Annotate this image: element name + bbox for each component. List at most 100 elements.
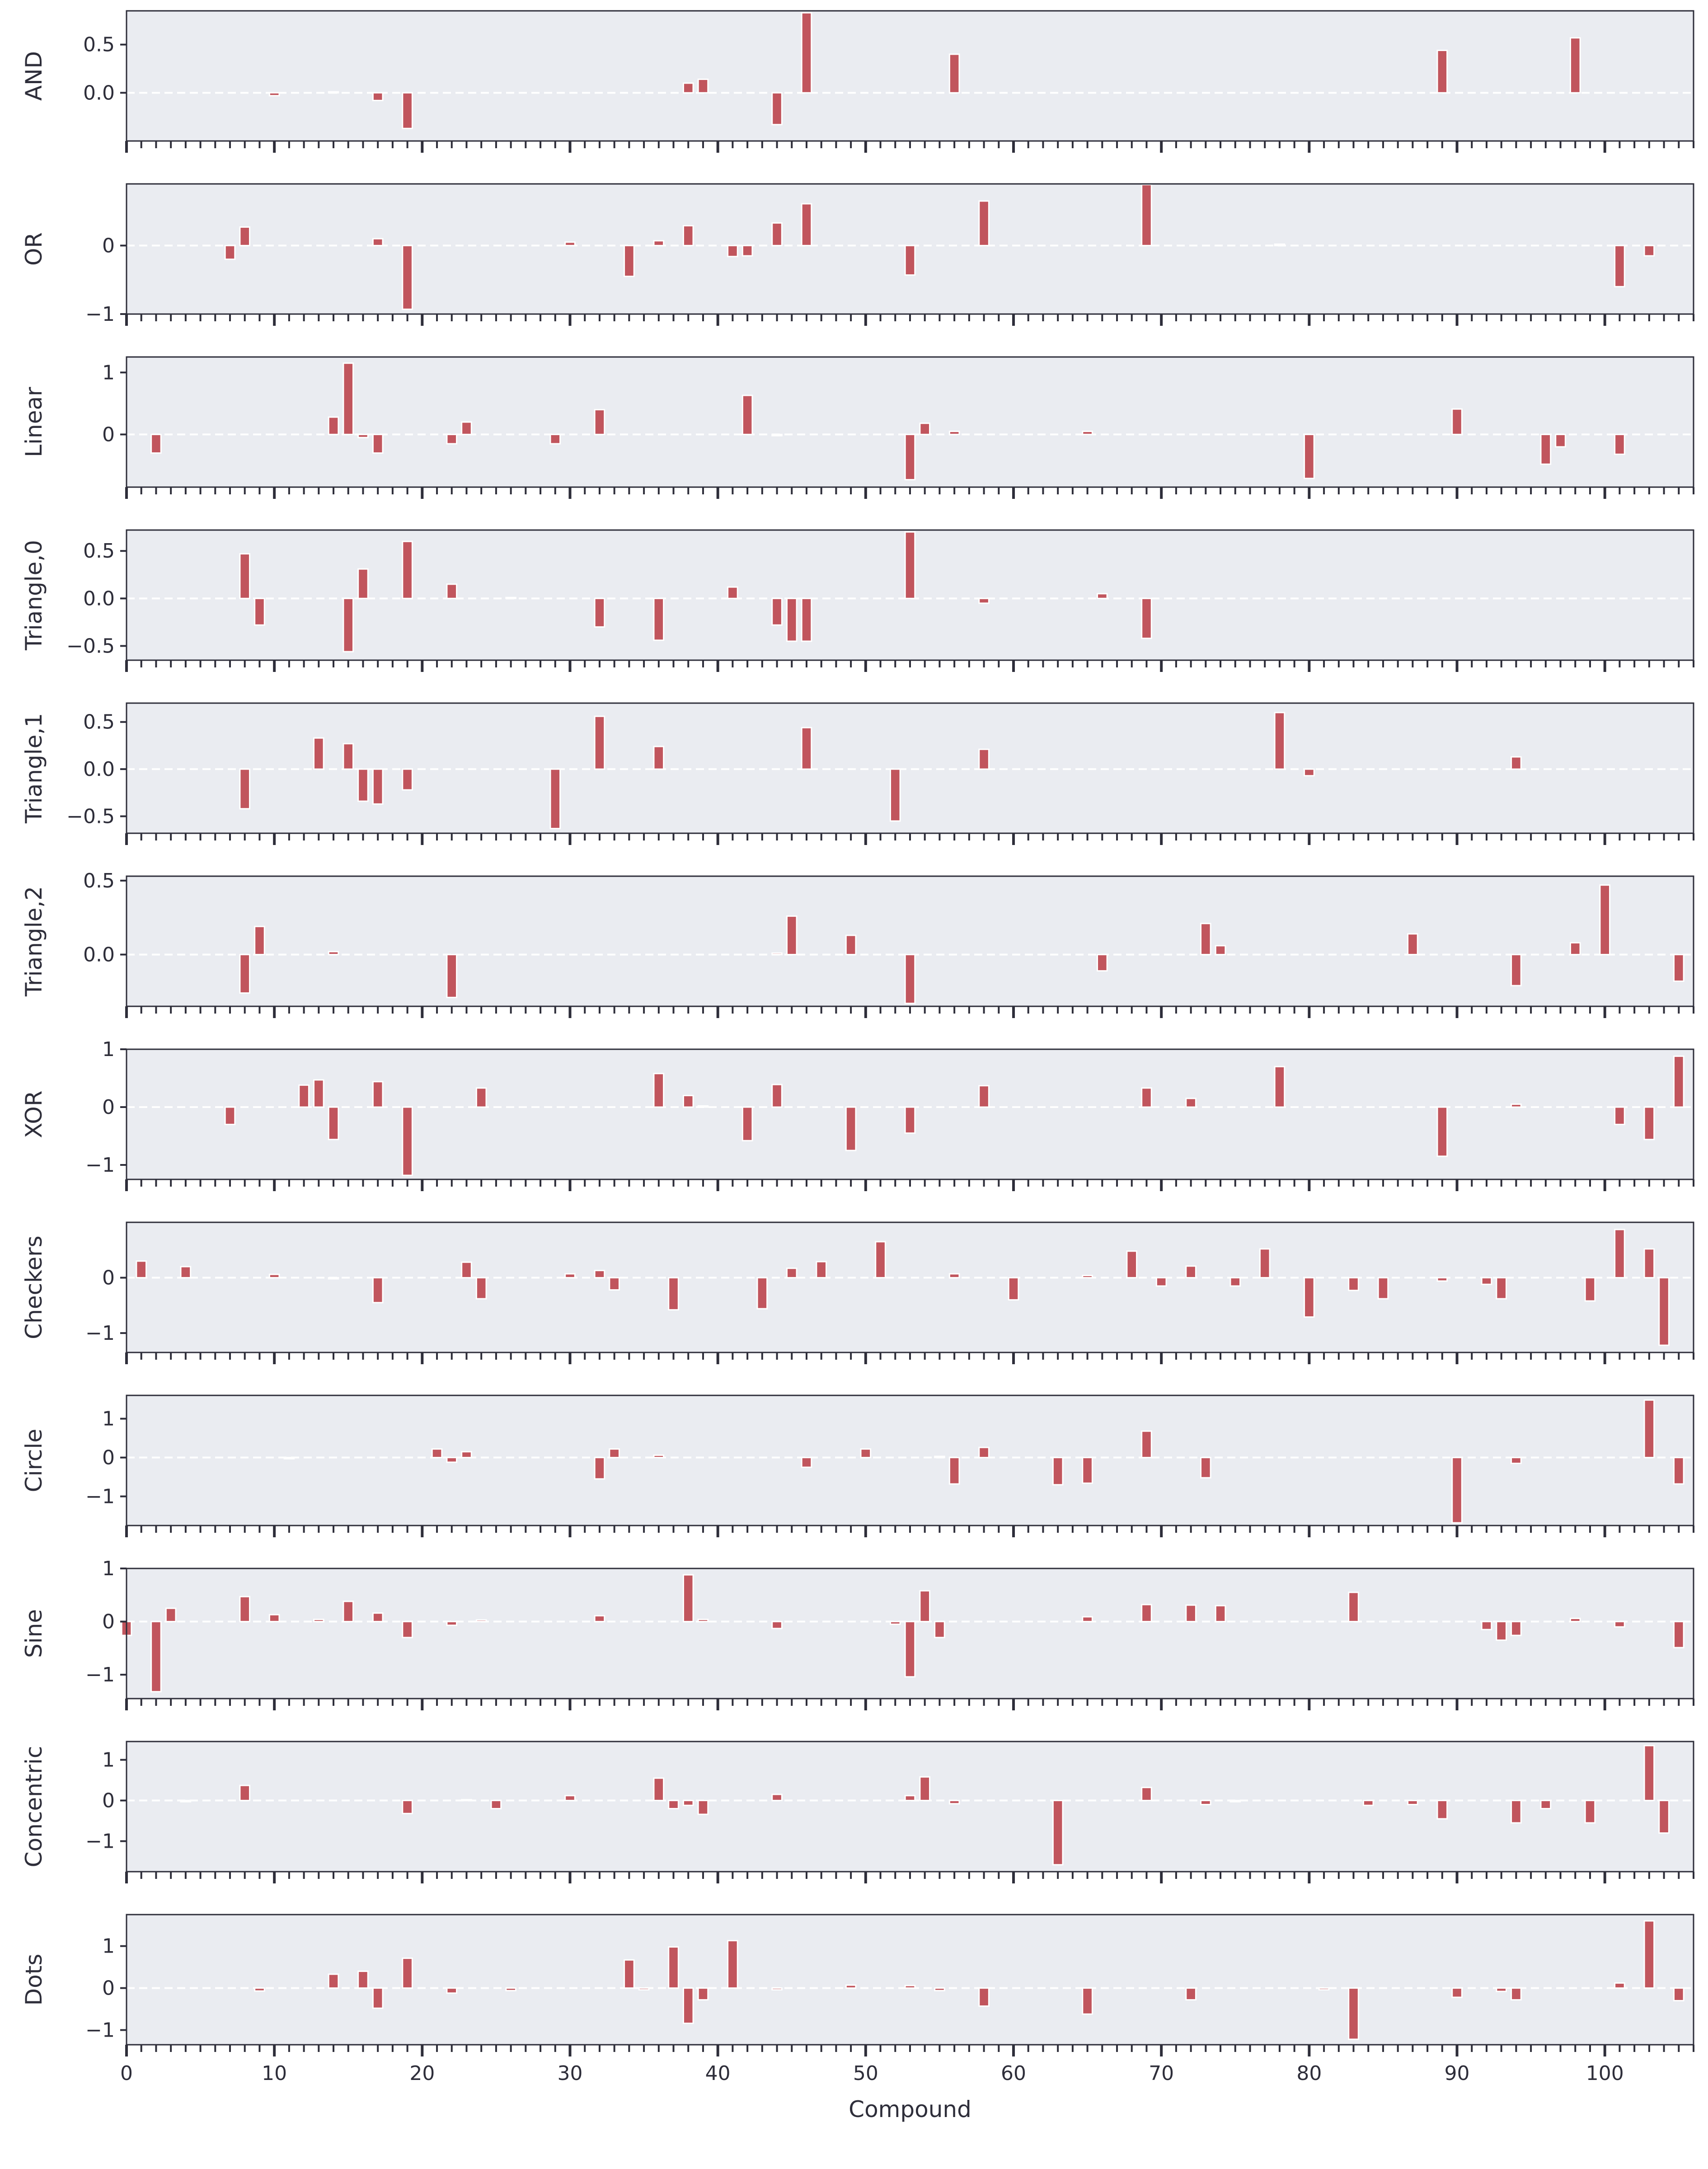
bar-sine-101: [1614, 1621, 1625, 1628]
bar-or-38: [682, 225, 694, 246]
bar-circle-55: [934, 1455, 945, 1459]
bar-triangle-0-69: [1141, 597, 1152, 639]
subplot-and: 0.0 0.5 AND: [21, 10, 1694, 153]
y-axis-label-dots: Dots: [21, 1954, 47, 2006]
bar-dots-101: [1614, 1982, 1625, 1989]
bar-or-41: [727, 244, 738, 258]
bar-dots-103: [1643, 1920, 1655, 1989]
bar-dots-105: [1673, 1987, 1685, 2001]
bar-dots-14: [328, 1973, 339, 1989]
x-tick-label: 0: [120, 2062, 133, 2085]
y-tick-label: 0.0: [83, 758, 115, 781]
bar-dots-38: [682, 1987, 694, 2024]
y-tick-label: 0.0: [83, 81, 115, 104]
plot-area: [127, 1915, 1694, 2045]
bar-dots-39: [697, 1987, 709, 2001]
bar-concentric-69: [1141, 1787, 1152, 1801]
y-tick-label: 1: [102, 1935, 115, 1958]
bar-checkers-17: [372, 1277, 384, 1304]
bar-linear-80: [1304, 433, 1315, 479]
bar-or-78: [1274, 243, 1286, 246]
x-tick-label: 30: [558, 2062, 583, 2085]
subplot-linear: 0 1 Linear: [21, 356, 1694, 499]
bar-triangle-1-58: [978, 748, 990, 770]
bar-sine-44: [771, 1621, 783, 1629]
bar-sine-24: [475, 1619, 487, 1623]
bar-circle-46: [801, 1457, 812, 1468]
bar-dots-58: [978, 1987, 990, 2007]
bar-triangle-0-32: [594, 597, 605, 628]
bar-checkers-93: [1496, 1277, 1507, 1300]
x-tick-label: 40: [705, 2062, 731, 2085]
bar-circle-73: [1200, 1457, 1211, 1479]
y-tick-label: −1: [85, 1485, 115, 1508]
bar-xor-36: [653, 1073, 665, 1108]
bar-xor-39: [697, 1105, 709, 1108]
bar-circle-11: [283, 1457, 295, 1460]
bar-checkers-89: [1436, 1277, 1448, 1282]
bar-triangle-1-52: [889, 768, 901, 822]
bar-triangle-0-46: [801, 597, 812, 642]
bar-triangle-0-44: [771, 597, 783, 626]
bar-circle-69: [1141, 1430, 1152, 1459]
bar-dots-19: [402, 1958, 413, 1989]
bar-linear-54: [919, 423, 931, 435]
subplot-checkers: −1 0 Checkers: [21, 1221, 1694, 1364]
bar-xor-17: [372, 1081, 384, 1108]
y-tick-label: −1: [85, 1154, 115, 1177]
bar-triangle-0-36: [653, 597, 665, 641]
plot-area: [127, 1222, 1694, 1352]
bar-sine-52: [889, 1621, 901, 1625]
y-axis-label-triangle-0: Triangle,0: [21, 540, 47, 651]
bar-dots-35: [638, 1987, 650, 1991]
bar-triangle-2-73: [1200, 923, 1211, 955]
bar-and-89: [1436, 49, 1448, 94]
bar-circle-94: [1511, 1457, 1522, 1464]
bar-triangle-1-17: [372, 768, 384, 805]
bar-xor-58: [978, 1085, 990, 1108]
bar-dots-41: [727, 1940, 738, 1989]
y-axis-label-or: OR: [21, 232, 47, 266]
bar-checkers-23: [461, 1261, 472, 1279]
bar-triangle-0-66: [1097, 593, 1108, 599]
bar-and-46: [801, 12, 812, 94]
bar-dots-17: [372, 1987, 384, 2009]
bar-concentric-19: [402, 1800, 413, 1814]
bar-triangle-0-22: [446, 583, 458, 599]
bar-dots-83: [1348, 1987, 1359, 2040]
bar-xor-7: [224, 1106, 236, 1125]
bar-dots-93: [1496, 1987, 1507, 1992]
bar-or-44: [771, 222, 783, 246]
bar-triangle-1-8: [239, 768, 251, 810]
bar-sine-93: [1496, 1621, 1507, 1641]
bar-checkers-65: [1082, 1275, 1093, 1279]
bar-and-17: [372, 92, 384, 101]
bar-linear-97: [1555, 433, 1566, 448]
bar-or-36: [653, 240, 665, 246]
bar-xor-89: [1436, 1106, 1448, 1157]
subplot-triangle-0: −0.5 0.0 0.5 Triangle,0: [21, 529, 1694, 672]
bar-checkers-30: [564, 1273, 576, 1279]
bar-checkers-75: [1229, 1277, 1241, 1287]
bar-and-56: [948, 53, 960, 94]
bar-linear-15: [343, 362, 354, 435]
bar-sine-72: [1185, 1604, 1197, 1623]
y-tick-label: 0: [102, 1610, 115, 1634]
bar-checkers-1: [136, 1260, 147, 1279]
bar-circle-65: [1082, 1457, 1093, 1484]
bar-sine-32: [594, 1615, 605, 1623]
bar-circle-63: [1052, 1457, 1064, 1486]
bar-triangle-1-36: [653, 746, 665, 770]
bar-xor-101: [1614, 1106, 1625, 1125]
bar-linear-56: [948, 431, 960, 435]
y-tick-label: 0.5: [83, 33, 115, 56]
bar-linear-90: [1451, 408, 1463, 435]
bar-triangle-2-94: [1511, 953, 1522, 986]
bar-circle-33: [609, 1448, 620, 1459]
bar-or-53: [904, 244, 916, 276]
bar-checkers-47: [816, 1261, 827, 1279]
bar-xor-24: [475, 1087, 487, 1108]
bar-triangle-1-16: [357, 768, 369, 802]
bar-or-30: [564, 241, 576, 246]
y-tick-label: −1: [85, 1322, 115, 1345]
